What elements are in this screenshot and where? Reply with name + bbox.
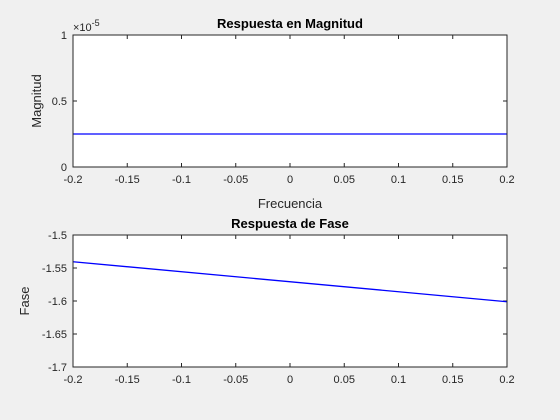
magnitude-x-tick-label: 0.05 [334,174,355,186]
phase-x-tick-label: -0.2 [64,374,83,386]
phase-axes: -0.2 -0.15 -0.1 -0.05 0 0.05 0.1 0.15 0.2 -1.7 -1.… [17,216,515,386]
phase-y-tick-label: -1.65 [42,329,67,341]
phase-x-tick-label: 0.2 [499,374,514,386]
magnitude-xlabel: Frecuencia [258,196,323,211]
phase-x-tick-label: 0.05 [334,374,355,386]
phase-title: Respuesta de Fase [231,216,349,231]
phase-x-tick-label: -0.05 [223,374,248,386]
phase-x-tick-label: 0.15 [442,374,463,386]
magnitude-ylabel: Magnitud [29,74,44,127]
magnitude-plot-area [73,35,507,167]
phase-plot-area [73,235,507,367]
magnitude-y-exponent: ×10-5 [73,18,100,34]
phase-y-tick-label: -1.6 [48,296,67,308]
phase-ylabel: Fase [17,287,32,316]
magnitude-x-tick-label: 0 [287,174,293,186]
phase-x-tick-label: 0.1 [391,374,406,386]
magnitude-x-tick-label: 0.1 [391,174,406,186]
magnitude-y-tick-label: 1 [61,30,67,42]
magnitude-axes: -0.2 -0.15 -0.1 -0.05 0 0.05 0.1 0.15 0.2 0 0.5 1 R… [29,16,515,211]
magnitude-x-tick-label: -0.05 [223,174,248,186]
magnitude-y-tick-label: 0.5 [52,96,67,108]
phase-x-tick-label: 0 [287,374,293,386]
magnitude-x-tick-label: -0.2 [64,174,83,186]
magnitude-title: Respuesta en Magnitud [217,16,363,31]
magnitude-y-tick-label: 0 [61,162,67,174]
phase-y-tick-label: -1.55 [42,263,67,275]
magnitude-x-tick-label: 0.15 [442,174,463,186]
magnitude-y-multiplier: ×10 [73,22,92,34]
phase-x-tick-label: -0.15 [115,374,140,386]
phase-x-tick-label: -0.1 [172,374,191,386]
magnitude-x-tick-label: 0.2 [499,174,514,186]
phase-y-tick-label: -1.5 [48,230,67,242]
phase-y-tick-label: -1.7 [48,362,67,374]
magnitude-y-exponent-value: -5 [92,18,100,28]
magnitude-x-tick-label: -0.15 [115,174,140,186]
magnitude-x-tick-label: -0.1 [172,174,191,186]
